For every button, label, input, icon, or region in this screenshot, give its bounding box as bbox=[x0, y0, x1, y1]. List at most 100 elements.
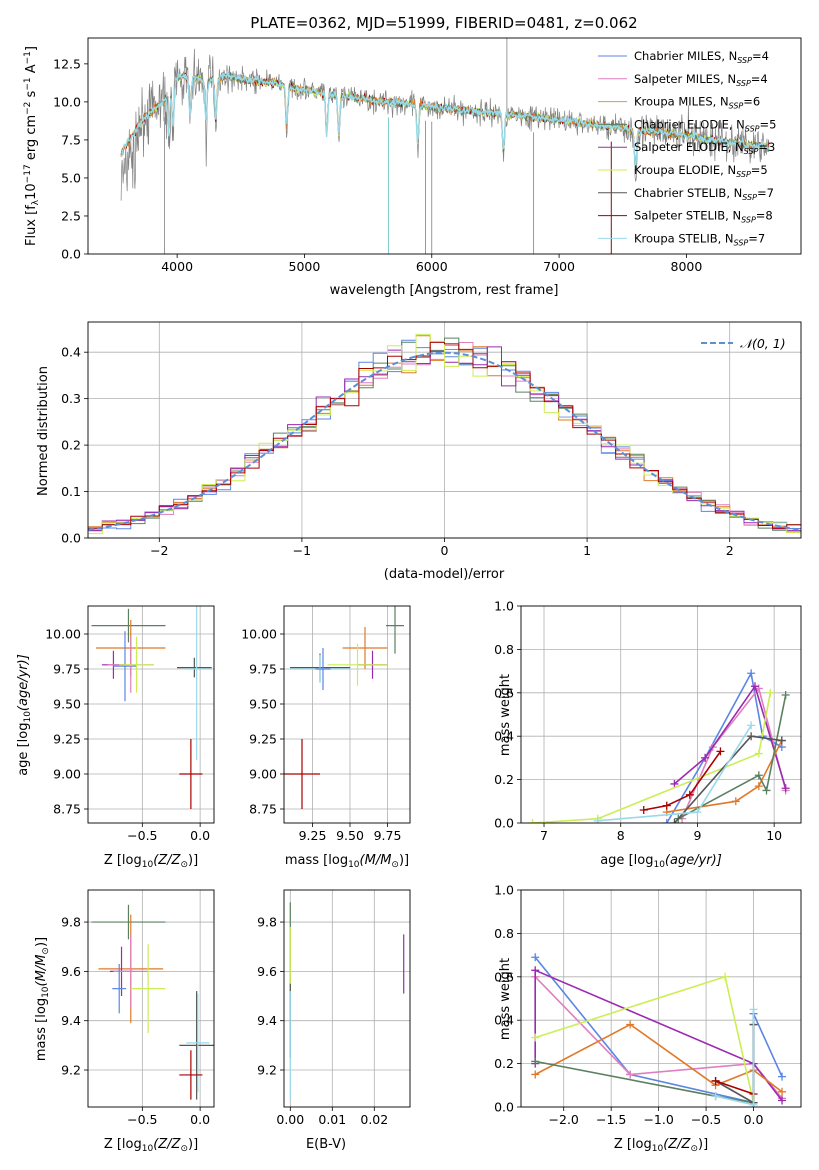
axes-frame: −0.5 0.0 9.2 9.4 9.6 9.8 bbox=[61, 889, 215, 1127]
legend-entry-sub: SSP bbox=[744, 147, 759, 156]
axes-frame: 0.00 0.01 0.02 9.2 9.4 9.6 9.8 bbox=[257, 889, 411, 1127]
y-tick-label: 2.5 bbox=[61, 208, 81, 223]
axes-frame-rect bbox=[87, 605, 215, 824]
legend-entry-count: =5 bbox=[751, 163, 768, 177]
spectrum-plot-area: 4000 5000 6000 7000 8000 0.0 2.5 5.0 7.5 10.0 12.5 bbox=[53, 37, 802, 274]
legend-entry: Kroupa MILES, NSSP=6 bbox=[634, 95, 760, 111]
weight-point-marker bbox=[670, 819, 679, 823]
x-tick-label: 8000 bbox=[671, 259, 703, 274]
residual-plot-area: −2 −1 0 1 2 0.0 0.1 0.2 0.3 0.4 bbox=[61, 321, 802, 558]
y-tick-label: 0.1 bbox=[61, 484, 81, 499]
x-tick-label: −1.5 bbox=[596, 1112, 626, 1127]
axes-frame-rect bbox=[520, 889, 802, 1108]
legend-entry: Salpeter MILES, NSSP=4 bbox=[634, 72, 768, 88]
mass-vs-metallicity-xlabel: Z [log10(Z/Z⊙)] bbox=[104, 1137, 198, 1154]
x-tick-label: 1 bbox=[583, 543, 591, 558]
axes-frame-rect bbox=[283, 605, 411, 824]
legend-entry-count: =6 bbox=[743, 95, 760, 109]
x-tick-label: 9.75 bbox=[374, 828, 402, 843]
x-tick-label: 0.0 bbox=[190, 1112, 210, 1127]
legend-entry-sub: SSP bbox=[737, 56, 752, 65]
weight-point-marker bbox=[754, 782, 763, 791]
residual-xlabel: (data-model)/error bbox=[384, 567, 505, 582]
observed-spectrum bbox=[120, 48, 770, 201]
plot-content bbox=[528, 669, 790, 823]
x-tick-label: 9.50 bbox=[336, 828, 364, 843]
age-vs-mass-plot-area: 9.25 9.50 9.75 8.75 9.00 9.25 9.50 9.75 10.00 bbox=[241, 605, 411, 843]
x-tick-label: 10 bbox=[766, 828, 782, 843]
y-tick-label: 9.2 bbox=[257, 1063, 277, 1078]
weight-vs-age-ylabel: mass weight bbox=[498, 674, 513, 756]
y-tick-label: 9.6 bbox=[257, 964, 277, 979]
plot-content bbox=[120, 38, 770, 254]
plot-content bbox=[284, 606, 404, 809]
weight-point-marker bbox=[754, 749, 763, 758]
y-tick-label: 0.0 bbox=[61, 531, 81, 546]
weight-point-marker bbox=[528, 819, 537, 823]
y-tick-label: 0.8 bbox=[494, 642, 514, 657]
y-tick-label: 8.75 bbox=[249, 802, 277, 817]
weight-vs-metallicity-panel: −2.0 −1.5 −1.0 −0.5 0.0 0.0 0.2 0.4 0.6 0.8 1.0 Z … bbox=[494, 883, 802, 1154]
weight-point-marker bbox=[626, 1020, 635, 1029]
weight-series-line bbox=[666, 670, 783, 823]
y-tick-label: 0.3 bbox=[61, 391, 81, 406]
axes-frame-rect bbox=[283, 889, 411, 1108]
legend-entry: Chabrier MILES, NSSP=4 bbox=[634, 49, 769, 65]
x-tick-label: 7 bbox=[540, 828, 548, 843]
axes-frame: −2.0 −1.5 −1.0 −0.5 0.0 0.0 0.2 0.4 0.6 0.8 1.0 bbox=[494, 883, 802, 1127]
y-tick-label: 9.4 bbox=[61, 1013, 81, 1028]
mass-vs-extinction-plot-area: 0.00 0.01 0.02 9.2 9.4 9.6 9.8 bbox=[257, 889, 411, 1127]
weight-point-marker bbox=[747, 669, 756, 678]
y-tick-label: 7.5 bbox=[61, 132, 81, 147]
y-tick-label: 9.50 bbox=[53, 697, 81, 712]
legend-entry-sub: SSP bbox=[729, 102, 744, 111]
weight-point-marker bbox=[531, 1057, 540, 1066]
y-tick-label: 0.2 bbox=[494, 772, 514, 787]
age-vs-metallicity-plot-area: −0.5 0.0 8.75 9.00 9.25 9.50 9.75 10.00 bbox=[45, 605, 215, 843]
x-tick-label: 0.00 bbox=[276, 1112, 304, 1127]
y-tick-label: 9.75 bbox=[249, 662, 277, 677]
y-tick-label: 9.25 bbox=[249, 732, 277, 747]
mass-vs-extinction-xlabel: E(B-V) bbox=[306, 1137, 346, 1152]
y-tick-label: 1.0 bbox=[494, 883, 514, 898]
weight-point-marker bbox=[531, 1070, 540, 1079]
weight-series-line bbox=[673, 684, 787, 789]
x-tick-label: −0.5 bbox=[691, 1112, 721, 1127]
x-tick-label: −0.5 bbox=[127, 828, 157, 843]
legend-entry-name: Chabrier ELODIE, N bbox=[634, 117, 745, 131]
y-tick-label: 9.4 bbox=[257, 1013, 277, 1028]
y-tick-label: 12.5 bbox=[53, 56, 81, 71]
weight-vs-metallicity-plot-area: −2.0 −1.5 −1.0 −0.5 0.0 0.0 0.2 0.4 0.6 0.8 1.0 bbox=[494, 883, 802, 1127]
y-tick-label: 0.0 bbox=[494, 816, 514, 831]
y-tick-label: 0.2 bbox=[61, 438, 81, 453]
gauss-legend-label: 𝒩(0, 1) bbox=[740, 336, 786, 351]
weight-vs-age-xlabel: age [log10(age/yr)] bbox=[600, 853, 722, 870]
x-tick-label: −1 bbox=[293, 543, 311, 558]
y-tick-label: 9.6 bbox=[61, 964, 81, 979]
x-tick-label: 2 bbox=[726, 543, 734, 558]
mass-vs-metallicity-panel: −0.5 0.0 9.2 9.4 9.6 9.8 Z [log10(Z/Z⊙)] mass… bbox=[34, 889, 215, 1154]
weight-point-marker bbox=[766, 688, 775, 697]
weight-point-marker bbox=[711, 1076, 720, 1085]
weight-point-marker bbox=[750, 682, 759, 691]
x-tick-label: 0.01 bbox=[318, 1112, 346, 1127]
weight-point-marker bbox=[747, 721, 756, 730]
weight-vs-metallicity-xlabel: Z [log10(Z/Z⊙)] bbox=[614, 1137, 708, 1154]
weight-point-marker bbox=[685, 790, 694, 799]
x-tick-label: −0.5 bbox=[127, 1112, 157, 1127]
y-tick-label: 9.00 bbox=[249, 767, 277, 782]
x-tick-label: −2.0 bbox=[549, 1112, 579, 1127]
weight-vs-metallicity-ylabel: mass weight bbox=[498, 958, 513, 1040]
y-tick-label: 9.8 bbox=[257, 915, 277, 930]
y-tick-label: 10.0 bbox=[53, 94, 81, 109]
weight-point-marker bbox=[701, 753, 710, 762]
legend-entry-name: Salpeter MILES, N bbox=[634, 72, 736, 86]
plot-content bbox=[91, 904, 214, 1100]
x-tick-label: 9.25 bbox=[299, 828, 327, 843]
weight-point-marker bbox=[778, 1087, 787, 1096]
x-tick-label: 0.0 bbox=[190, 828, 210, 843]
x-tick-label: −2 bbox=[150, 543, 168, 558]
weight-point-marker bbox=[749, 1005, 758, 1014]
